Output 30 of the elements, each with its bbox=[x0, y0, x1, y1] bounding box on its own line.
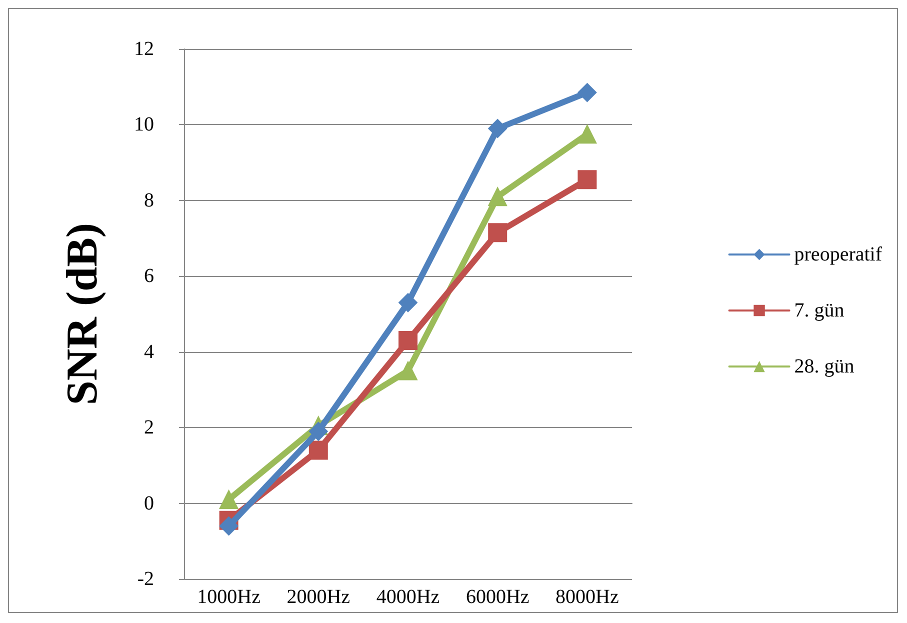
y-tick-label: 8 bbox=[144, 189, 154, 212]
y-tick-label: 0 bbox=[144, 492, 154, 514]
x-tick-label: 4000Hz bbox=[376, 586, 440, 608]
legend-label: 7. gün bbox=[794, 300, 844, 322]
point bbox=[488, 187, 508, 206]
point bbox=[308, 440, 328, 460]
point bbox=[308, 422, 328, 441]
x-tick-label: 2000Hz bbox=[286, 586, 350, 608]
y-tick-label: 12 bbox=[134, 38, 154, 60]
point bbox=[398, 293, 418, 312]
y-tick-label: 6 bbox=[144, 265, 154, 288]
x-tick-label: 6000Hz bbox=[466, 586, 530, 608]
y-tick-label: 10 bbox=[134, 114, 154, 136]
point bbox=[398, 331, 418, 350]
y-tick-label: -2 bbox=[137, 568, 154, 590]
point bbox=[578, 124, 597, 144]
x-tick-label: 1000Hz bbox=[197, 586, 261, 608]
y-tick-label: 2 bbox=[144, 416, 154, 439]
point bbox=[219, 516, 238, 536]
legend-label: preoperatif bbox=[794, 244, 882, 266]
point bbox=[488, 223, 508, 242]
y-axis-title: SNR (dB) bbox=[58, 222, 106, 406]
point bbox=[578, 83, 597, 102]
point bbox=[398, 361, 418, 380]
point bbox=[219, 490, 238, 509]
point bbox=[488, 119, 508, 138]
point bbox=[578, 170, 597, 190]
y-tick-label: 4 bbox=[144, 340, 154, 363]
x-tick-label: 8000Hz bbox=[556, 586, 619, 608]
legend-label: 28. gün bbox=[794, 356, 854, 378]
